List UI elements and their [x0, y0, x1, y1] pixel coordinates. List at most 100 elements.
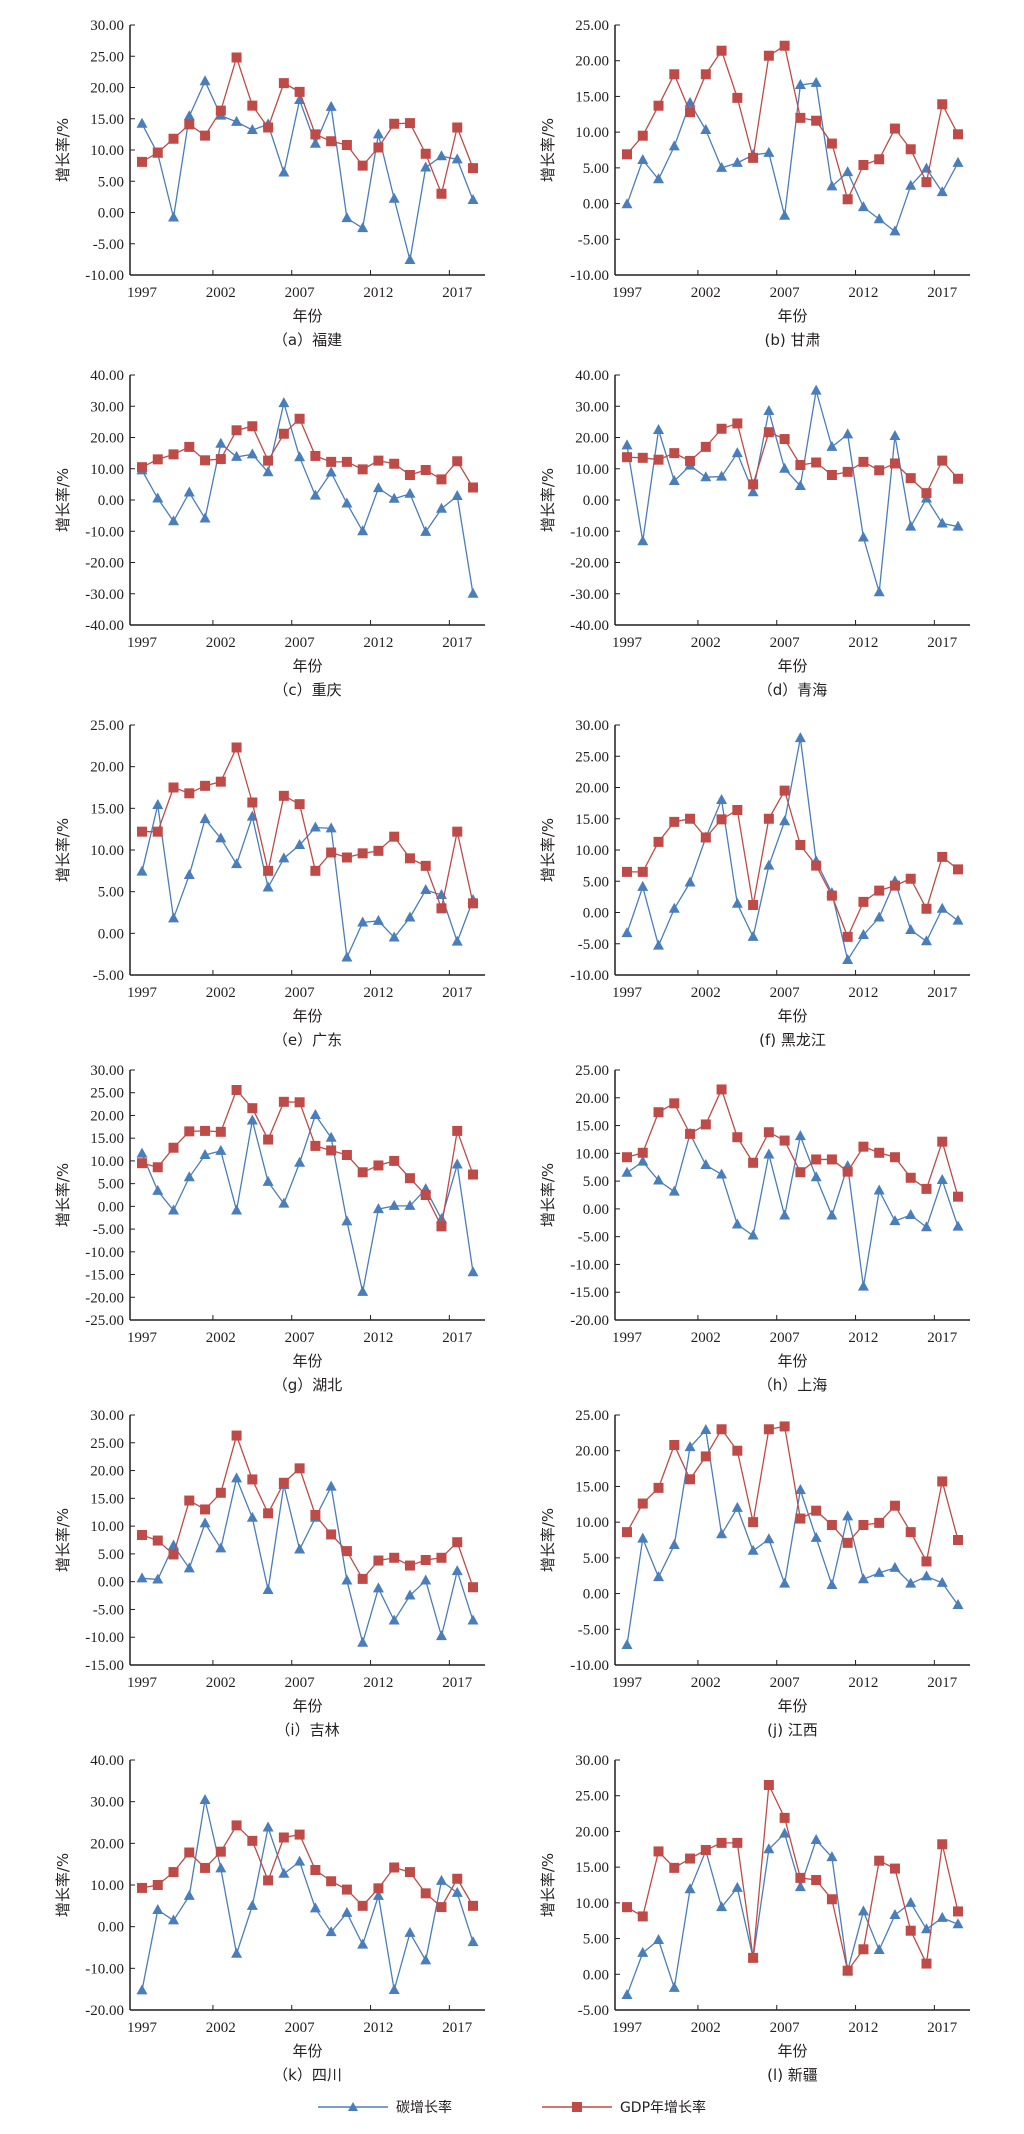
gdp-point: [921, 903, 932, 914]
y-tick-label: 5.00: [583, 1932, 609, 1948]
carbon-point: [215, 1144, 227, 1155]
y-tick-label: 10.00: [575, 843, 609, 859]
carbon-point: [653, 1934, 665, 1944]
gdp-point: [373, 455, 384, 466]
gdp-point: [716, 1084, 727, 1095]
y-tick-label: 5.00: [98, 885, 124, 901]
carbon-point: [183, 486, 195, 497]
carbon-point: [936, 902, 948, 913]
carbon-point: [905, 1577, 917, 1588]
gdp-point: [842, 194, 853, 205]
carbon-point: [231, 450, 243, 461]
gdp-point: [811, 457, 822, 468]
chart-caption: （g）湖北: [273, 1376, 343, 1394]
x-tick-label: 2017: [442, 635, 473, 651]
carbon-point: [388, 192, 400, 203]
y-tick-label: -5.00: [578, 232, 609, 248]
carbon-point: [420, 1574, 432, 1585]
x-tick-label: 2012: [363, 285, 393, 301]
legend-item-carbon: 碳增长率: [317, 2097, 452, 2117]
gdp-series-line: [626, 1782, 959, 1973]
gdp-point: [404, 118, 415, 129]
y-tick-label: 0.00: [583, 906, 609, 922]
carbon-point: [262, 881, 274, 892]
chart-caption: (l) 新疆: [767, 2066, 818, 2084]
gdp-point: [779, 40, 790, 51]
y-tick-label: -10.00: [570, 268, 609, 284]
carbon-point: [388, 1199, 400, 1210]
carbon-point: [294, 1543, 306, 1554]
chart-panel-j: -10.00 -5.00 0.00 5.00 10.00 15.00 20.00 25.00 1…: [515, 1395, 1015, 1747]
gdp-point: [436, 1221, 447, 1232]
gdp-point: [294, 799, 305, 810]
y-tick-label: 0.00: [98, 493, 124, 509]
carbon-point: [779, 815, 791, 826]
x-tick-label: 2012: [363, 635, 393, 651]
x-tick-label: 2012: [363, 1675, 393, 1691]
carbon-point: [700, 471, 712, 482]
carbon-point: [215, 1862, 227, 1873]
gdp-point: [700, 1119, 711, 1130]
carbon-point: [637, 1946, 649, 1957]
gdp-point: [278, 428, 289, 439]
carbon-point: [952, 1599, 964, 1609]
carbon-series-line: [141, 1476, 474, 1646]
gdp-point: [858, 456, 869, 467]
y-tick-label: 15.00: [90, 1491, 124, 1507]
gdp-point: [420, 860, 431, 871]
gdp-point: [404, 1560, 415, 1571]
carbon-series-line: [626, 738, 959, 962]
carbon-point: [794, 1484, 806, 1494]
carbon-point: [372, 1203, 384, 1214]
gdp-point: [247, 1103, 258, 1114]
carbon-point: [388, 492, 400, 503]
y-tick-label: 0.00: [98, 1199, 124, 1215]
carbon-point: [420, 1954, 432, 1965]
carbon-point: [451, 1158, 463, 1169]
y-tick-label: -15.00: [85, 1658, 124, 1674]
x-axis-title: 年份: [292, 1697, 322, 1715]
gdp-point: [152, 1535, 163, 1546]
gdp-point: [436, 188, 447, 199]
carbon-point: [183, 110, 195, 121]
gdp-point: [953, 129, 963, 140]
chart-caption: （d）青海: [758, 681, 828, 699]
carbon-point: [747, 1229, 759, 1240]
gdp-point: [168, 449, 179, 460]
carbon-series-line: [626, 82, 959, 233]
carbon-point: [246, 448, 258, 459]
gdp-point: [716, 423, 727, 434]
gdp-point: [889, 1863, 900, 1874]
y-tick-label: 10.00: [575, 1515, 609, 1531]
x-axis-title: 年份: [292, 1007, 322, 1025]
chart-svg-j: -10.00 -5.00 0.00 5.00 10.00 15.00 20.00 25.00 1…: [539, 1408, 970, 1739]
gdp-point: [152, 1880, 163, 1890]
gdp-point: [874, 154, 885, 165]
gdp-point: [795, 1872, 806, 1883]
carbon-point: [905, 179, 917, 190]
gdp-point: [779, 1135, 790, 1146]
gdp-point: [137, 462, 147, 473]
x-tick-label: 1997: [127, 985, 158, 1001]
carbon-point: [842, 166, 854, 177]
carbon-point: [857, 1280, 869, 1291]
carbon-point: [826, 180, 838, 191]
carbon-point: [168, 211, 180, 222]
gdp-point: [468, 163, 478, 174]
y-tick-label: -5.00: [93, 1222, 124, 1238]
carbon-point: [857, 1573, 869, 1584]
carbon-point: [294, 451, 306, 462]
carbon-point: [794, 1881, 806, 1892]
y-tick-label: 0.00: [98, 1920, 124, 1936]
gdp-point: [811, 860, 822, 871]
y-tick-label: -5.00: [578, 937, 609, 953]
gdp-point: [215, 1126, 226, 1137]
y-tick-label: 0.00: [583, 1202, 609, 1218]
carbon-point: [826, 1851, 838, 1862]
gdp-point: [404, 1867, 415, 1878]
x-tick-label: 2012: [363, 2020, 393, 2036]
carbon-point: [653, 939, 665, 950]
carbon-point: [168, 515, 180, 526]
x-tick-label: 1997: [127, 1330, 158, 1346]
gdp-point: [404, 853, 415, 864]
